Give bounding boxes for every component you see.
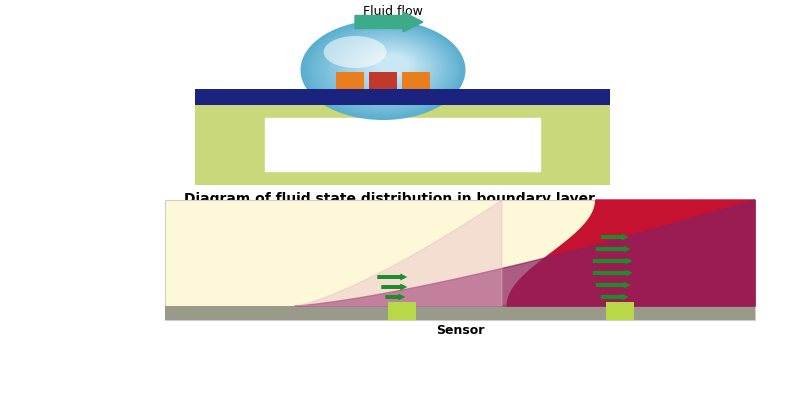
Ellipse shape [336, 36, 439, 99]
Polygon shape [294, 200, 755, 306]
Ellipse shape [349, 42, 430, 92]
Bar [402, 72, 430, 89]
Text: Sensor: Sensor [436, 324, 484, 337]
Bar [336, 72, 364, 89]
Bar [195, 105, 250, 185]
Ellipse shape [313, 26, 456, 112]
FancyArrow shape [601, 234, 629, 240]
Ellipse shape [351, 43, 428, 90]
Ellipse shape [374, 54, 411, 76]
Ellipse shape [366, 50, 417, 81]
Ellipse shape [369, 52, 415, 80]
Ellipse shape [346, 41, 432, 93]
Ellipse shape [310, 25, 458, 114]
FancyArrow shape [593, 258, 633, 264]
FancyArrow shape [593, 270, 633, 276]
Ellipse shape [324, 36, 386, 68]
FancyArrow shape [355, 12, 423, 32]
Ellipse shape [341, 39, 436, 96]
Ellipse shape [338, 38, 438, 98]
Ellipse shape [364, 49, 419, 82]
Ellipse shape [306, 22, 462, 117]
Polygon shape [507, 200, 755, 306]
Bar [606, 302, 634, 320]
Bar [369, 72, 397, 89]
Ellipse shape [371, 53, 414, 78]
Bar [165, 200, 755, 320]
Ellipse shape [316, 27, 454, 111]
Text: Turbulent flow: Turbulent flow [502, 206, 586, 219]
Bar [195, 171, 610, 185]
FancyArrow shape [382, 284, 407, 290]
Ellipse shape [308, 24, 460, 116]
Ellipse shape [358, 47, 422, 86]
Bar [195, 89, 610, 105]
Ellipse shape [323, 30, 449, 106]
Ellipse shape [331, 34, 443, 102]
Ellipse shape [362, 48, 421, 84]
Text: Free fluid: Free fluid [177, 206, 233, 219]
FancyArrow shape [596, 246, 630, 252]
Polygon shape [195, 123, 250, 171]
Ellipse shape [303, 21, 464, 118]
Text: Fluid flow: Fluid flow [363, 5, 423, 18]
Bar [388, 302, 416, 320]
Polygon shape [195, 105, 610, 185]
Polygon shape [265, 118, 540, 171]
Bar [195, 104, 610, 123]
Ellipse shape [356, 46, 425, 87]
Bar [165, 306, 755, 320]
Polygon shape [555, 123, 610, 171]
FancyArrow shape [378, 274, 407, 280]
Ellipse shape [377, 55, 410, 75]
FancyArrow shape [596, 282, 630, 288]
Ellipse shape [343, 40, 434, 94]
Ellipse shape [326, 32, 447, 105]
Ellipse shape [354, 44, 426, 88]
Ellipse shape [328, 33, 445, 104]
Ellipse shape [334, 35, 442, 100]
FancyArrow shape [386, 294, 406, 300]
Ellipse shape [318, 28, 453, 110]
Text: Diagram of fluid state distribution in boundary layer: Diagram of fluid state distribution in b… [185, 192, 595, 206]
Bar [555, 105, 610, 185]
Ellipse shape [301, 20, 466, 120]
Text: Laminar flow: Laminar flow [330, 244, 406, 257]
Ellipse shape [321, 29, 450, 108]
Polygon shape [294, 200, 502, 306]
FancyArrow shape [601, 294, 629, 300]
